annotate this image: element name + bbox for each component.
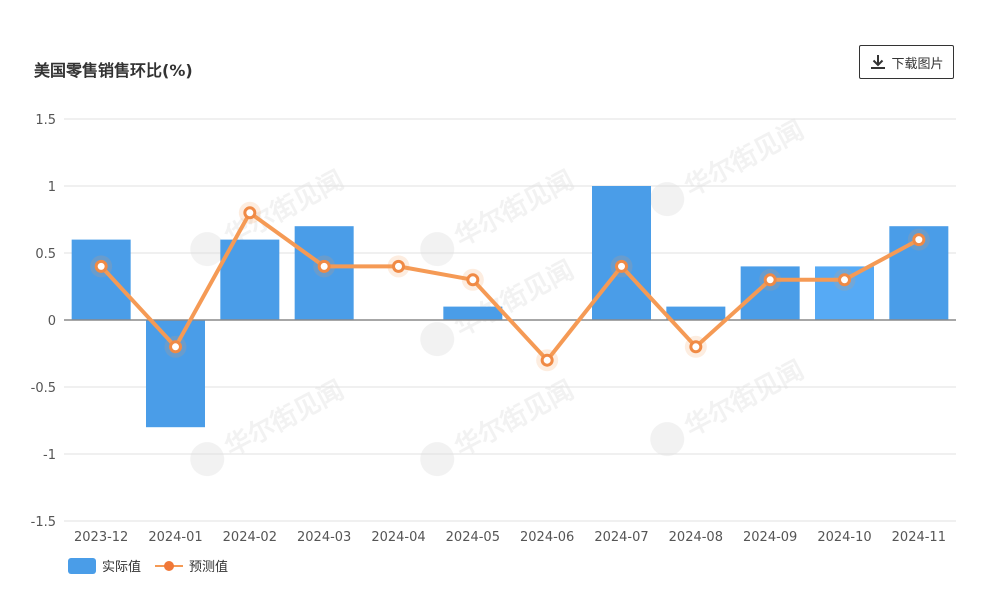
x-tick-label: 2024-01 — [148, 530, 202, 545]
x-axis-ticks: 2023-12 2024-01 2024-02 2024-03 2024-04 2024-… — [74, 530, 946, 545]
watermark: 华尔街见闻 — [420, 164, 579, 267]
watermark-logo-icon — [420, 232, 455, 267]
x-tick-label: 2024-04 — [371, 530, 425, 545]
forecast-point — [763, 273, 777, 287]
forecast-point — [540, 353, 554, 367]
watermark-text: 华尔街见闻 — [220, 374, 349, 462]
forecast-point — [169, 340, 182, 354]
download-button-label: 下载图片 — [891, 56, 944, 72]
watermark-logo-icon — [420, 442, 455, 477]
bar — [71, 239, 131, 320]
y-tick-label: -1.5 — [31, 515, 56, 530]
download-image-button[interactable]: 下载图片 — [859, 45, 954, 79]
forecast-line — [99, 210, 920, 363]
y-tick-label: 0 — [48, 314, 56, 329]
watermark: 华尔街见闻 — [650, 114, 809, 217]
watermark-logo-icon — [650, 182, 685, 217]
bar — [443, 306, 503, 320]
forecast-point — [912, 233, 926, 247]
legend-label-actual: 实际值 — [102, 560, 142, 575]
x-tick-label: 2024-11 — [892, 530, 946, 545]
watermark: 华尔街见闻 — [190, 374, 349, 477]
watermark-text: 华尔街见闻 — [450, 254, 579, 342]
x-tick-label: 2024-03 — [297, 530, 351, 545]
watermark-text: 华尔街见闻 — [450, 374, 579, 462]
x-tick-label: 2023-12 — [74, 530, 128, 545]
x-tick-label: 2024-07 — [594, 530, 648, 545]
watermark: 华尔街见闻 — [650, 354, 809, 457]
watermark-logo-icon — [650, 422, 685, 457]
watermark-text: 华尔街见闻 — [680, 114, 809, 202]
legend-swatch-bar — [68, 557, 96, 574]
forecast-point — [466, 273, 480, 287]
forecast-point — [392, 259, 405, 273]
bar — [146, 320, 205, 428]
watermark-text: 华尔街见闻 — [680, 354, 809, 442]
download-icon — [871, 55, 886, 69]
y-tick-label: -1 — [43, 448, 56, 463]
forecast-point — [615, 259, 628, 273]
y-tick-label: -0.5 — [31, 381, 56, 396]
y-tick-label: 1.5 — [35, 113, 56, 128]
forecast-point — [838, 273, 851, 287]
legend-item-forecast[interactable]: 预测值 — [155, 556, 228, 575]
y-axis-ticks: 1.5 1 0.5 0 -0.5 -1 -1.5 — [31, 113, 56, 530]
legend-label-forecast: 预测值 — [189, 560, 229, 575]
bar — [220, 239, 280, 320]
x-tick-label: 2024-09 — [743, 530, 797, 545]
x-tick-label: 2024-06 — [520, 530, 574, 545]
grid-lines — [64, 118, 956, 522]
watermark-text: 华尔街见闻 — [450, 164, 579, 252]
chart-title: 美国零售销售环比(%) — [34, 61, 193, 80]
y-tick-label: 1 — [48, 180, 56, 195]
forecast-point — [689, 340, 703, 354]
legend: 实际值 预测值 — [68, 556, 242, 575]
forecast-point — [317, 259, 331, 273]
legend-item-actual[interactable]: 实际值 — [68, 556, 141, 575]
x-tick-label: 2024-05 — [446, 530, 500, 545]
x-tick-label: 2024-02 — [223, 530, 277, 545]
bar — [294, 226, 354, 320]
line-series — [90, 201, 930, 372]
x-tick-label: 2024-10 — [817, 530, 871, 545]
x-tick-label: 2024-08 — [669, 530, 723, 545]
bar — [592, 186, 651, 320]
bar — [666, 306, 726, 320]
forecast-point — [243, 206, 257, 220]
watermark-logo-icon — [190, 232, 225, 267]
watermark-logo-icon — [420, 322, 455, 357]
y-tick-label: 0.5 — [35, 247, 56, 262]
bar-series — [71, 186, 949, 428]
watermark-logo-icon — [190, 442, 225, 477]
watermark: 华尔街见闻 — [420, 374, 579, 477]
forecast-point — [94, 259, 108, 273]
legend-swatch-line — [155, 560, 184, 571]
